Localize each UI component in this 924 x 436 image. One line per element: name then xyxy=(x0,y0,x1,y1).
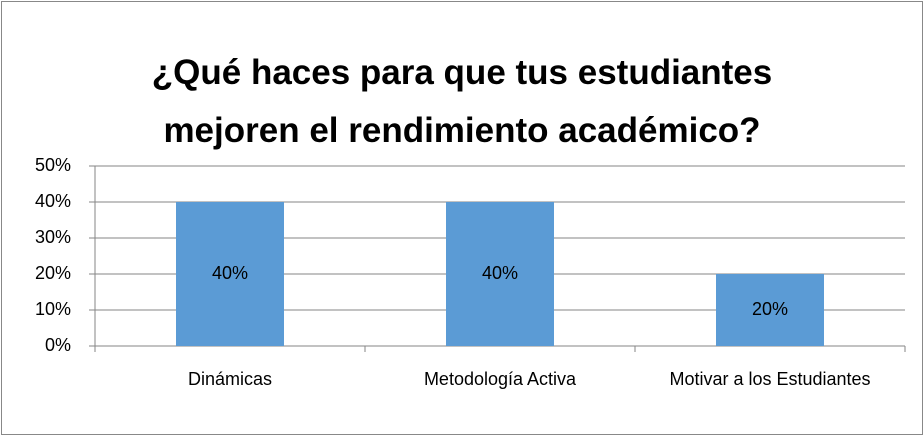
data-label: 40% xyxy=(212,263,248,283)
y-tick-label: 10% xyxy=(35,299,71,319)
x-tick-label: Metodología Activa xyxy=(423,369,577,389)
y-tick-label: 20% xyxy=(35,263,71,283)
y-tick-label: 40% xyxy=(35,191,71,211)
data-label: 40% xyxy=(482,263,518,283)
x-tick-label: Motivar a los Estudiantes xyxy=(669,369,871,389)
chart-title: ¿Qué haces para que tus estudiantes mejo… xyxy=(151,53,773,150)
bar xyxy=(446,202,554,346)
bar xyxy=(176,202,284,346)
bar xyxy=(716,274,824,346)
y-tick-label: 50% xyxy=(35,155,71,175)
x-tick-label: Dinámicas xyxy=(187,369,273,389)
data-label: 20% xyxy=(752,299,788,319)
y-tick-label: 0% xyxy=(45,335,71,355)
y-tick-label: 30% xyxy=(35,227,71,247)
